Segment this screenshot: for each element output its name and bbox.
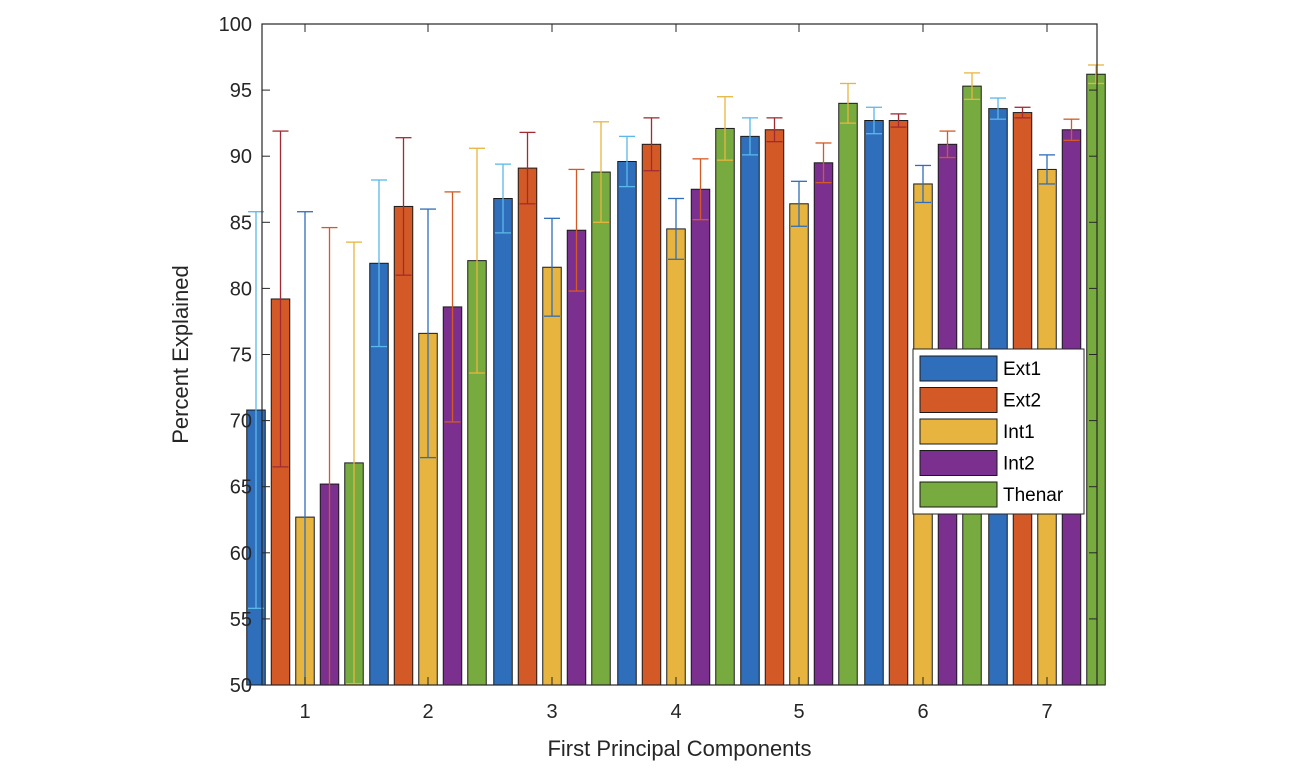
error-bar-ext2-6 [890, 113, 907, 128]
error-bar-ext1-7 [990, 97, 1006, 120]
y-tick-label: 50 [230, 675, 252, 697]
error-bar-ext2-2 [395, 137, 412, 276]
y-tick-label: 100 [219, 14, 252, 36]
x-tick-label: 5 [793, 701, 804, 723]
legend-swatch-ext1 [919, 355, 998, 382]
x-tick-label: 6 [917, 701, 928, 723]
bar-int2-3 [566, 229, 587, 686]
error-bar-ext1-6 [866, 106, 882, 135]
y-axis-label: Percent Explained [168, 265, 193, 444]
error-bar-ext2-3 [519, 131, 536, 205]
legend-label-thenar: Thenar [1003, 485, 1064, 506]
x-tick-label: 4 [670, 701, 681, 723]
error-bar-ext1-4 [619, 135, 635, 188]
error-bar-int2-5 [815, 142, 832, 184]
bar-ext1-5 [740, 135, 760, 686]
legend-swatch-ext2 [919, 387, 998, 413]
legend-label-ext1: Ext1 [1003, 359, 1041, 380]
error-bars-layer [248, 64, 1104, 685]
y-tick-label: 90 [230, 146, 252, 168]
error-bar-int1-4 [668, 197, 684, 260]
legend-swatch-int1 [919, 418, 998, 445]
error-bar-int2-4 [692, 158, 709, 221]
error-bar-int1-7 [1039, 154, 1055, 185]
bar-int1-3 [542, 266, 562, 686]
y-tick-label: 60 [230, 543, 252, 565]
error-bar-thenar-1 [346, 241, 362, 685]
error-bar-thenar-6 [964, 72, 980, 101]
error-bar-int1-3 [544, 217, 560, 317]
bar-thenar-4 [715, 127, 735, 686]
legend-label-int2: Int2 [1003, 454, 1035, 475]
y-tick-label: 55 [230, 609, 252, 631]
error-bar-thenar-4 [717, 96, 733, 161]
y-tick-label: 85 [230, 212, 252, 234]
error-bar-thenar-7 [1088, 64, 1104, 85]
x-tick-label: 3 [546, 701, 557, 723]
x-tick-label: 2 [422, 701, 433, 723]
error-bar-ext1-2 [371, 179, 387, 348]
bar-int2-5 [813, 162, 834, 686]
error-bar-int2-1 [321, 226, 338, 685]
bar-ext1-4 [617, 160, 637, 686]
y-tick-label: 75 [230, 345, 252, 367]
legend-swatch-thenar [919, 481, 998, 508]
bar-ext2-2 [393, 205, 414, 686]
y-axis: 50 55 60 65 70 75 80 85 90 95 100 [219, 14, 1097, 697]
error-bar-ext2-4 [643, 117, 660, 172]
legend-label-int1: Int1 [1003, 422, 1035, 443]
error-bar-int2-7 [1063, 118, 1080, 141]
bar-int2-4 [690, 188, 711, 686]
bar-thenar-3 [591, 171, 611, 686]
error-bar-ext1-3 [495, 163, 511, 234]
y-tick-label: 80 [230, 278, 252, 300]
error-bar-ext2-1 [272, 130, 289, 468]
error-bar-thenar-3 [593, 121, 609, 223]
error-bar-ext2-7 [1014, 106, 1031, 119]
bar-ext1-3 [493, 198, 513, 686]
error-bar-thenar-2 [469, 147, 485, 374]
bar-int1-4 [666, 228, 686, 686]
error-bar-int2-2 [444, 191, 461, 423]
error-bar-int2-3 [568, 168, 585, 292]
error-bar-ext2-5 [766, 117, 783, 143]
y-tick-label: 65 [230, 477, 252, 499]
bar-thenar-5 [838, 102, 858, 686]
bar-ext2-4 [641, 143, 662, 686]
error-bar-ext1-5 [742, 117, 758, 156]
x-tick-label: 7 [1041, 701, 1052, 723]
error-bar-int1-2 [420, 208, 436, 459]
bar-ext2-6 [888, 120, 909, 686]
x-axis-label: First Principal Components [547, 736, 811, 761]
error-bar-thenar-5 [840, 82, 856, 124]
error-bar-int1-1 [297, 211, 313, 685]
bar-thenar-7 [1086, 73, 1106, 686]
error-bar-int2-6 [939, 130, 956, 159]
error-bar-ext1-1 [248, 211, 264, 609]
error-bar-int1-5 [791, 180, 807, 227]
bar-int1-5 [789, 203, 809, 686]
legend-label-ext2: Ext2 [1003, 391, 1041, 412]
error-bar-int1-6 [915, 164, 931, 204]
x-tick-label: 1 [299, 701, 310, 723]
x-axis: 1 2 3 4 5 6 7 [299, 24, 1053, 723]
y-tick-label: 95 [230, 80, 252, 102]
bar-ext2-5 [764, 129, 785, 686]
y-tick-label: 70 [230, 411, 252, 433]
legend: Ext1 Ext2 Int1 Int2 Thenar [912, 348, 1085, 515]
bar-ext1-6 [864, 120, 884, 686]
legend-swatch-int2 [919, 450, 998, 476]
bar-ext2-3 [517, 167, 538, 686]
